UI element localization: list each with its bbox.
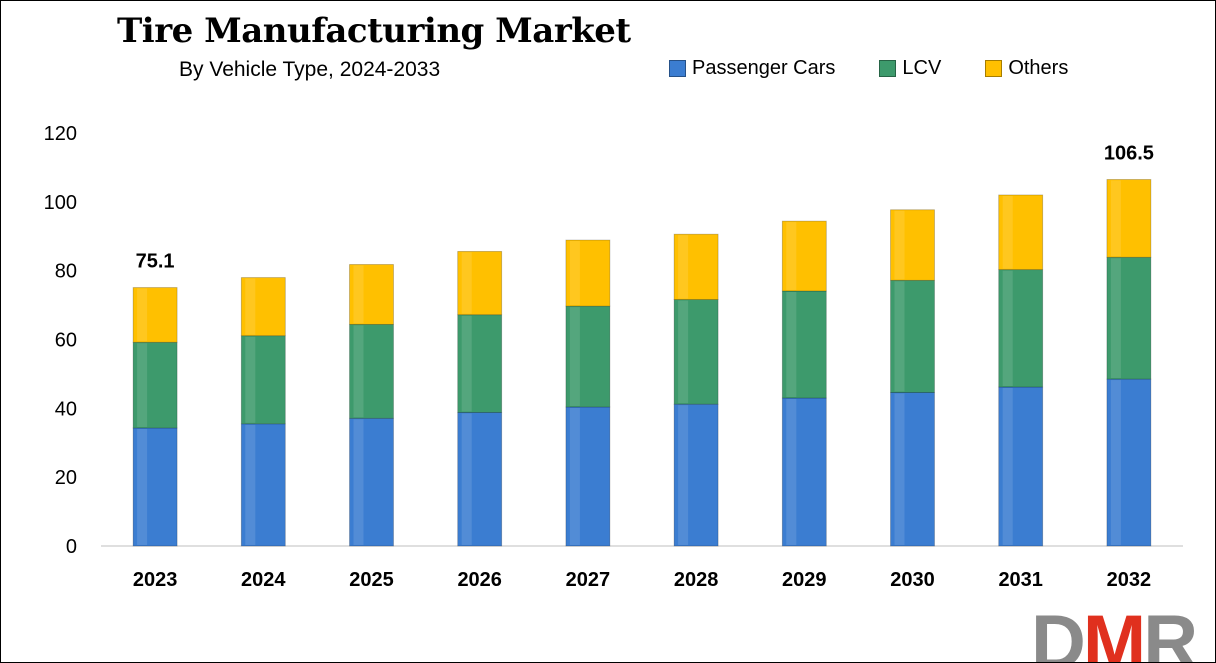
bar-highlight	[353, 419, 364, 545]
y-tick-label: 120	[44, 123, 77, 145]
bar-highlight	[461, 315, 472, 412]
x-tick-label: 2031	[998, 569, 1043, 591]
legend-item-lcv: LCV	[879, 57, 941, 80]
x-tick-label: 2030	[890, 569, 935, 591]
bar-highlight	[678, 235, 689, 299]
legend-swatch-passenger-cars	[669, 60, 686, 77]
logo-letter-d: D	[1031, 600, 1086, 663]
legend-swatch-lcv	[879, 60, 897, 77]
bar-passenger-cars-2030	[890, 392, 935, 547]
y-tick-label: 20	[55, 467, 77, 489]
logo-letter-m: M	[1082, 600, 1146, 663]
bar-lcv-2024	[240, 335, 286, 425]
bar-others-2026	[457, 250, 503, 316]
bar-highlight	[1110, 180, 1121, 257]
bar-highlight	[461, 413, 472, 545]
bar-others-2027	[565, 239, 611, 307]
chart-subtitle: By Vehicle Type, 2024-2033	[179, 58, 441, 81]
x-tick-label: 2026	[457, 569, 502, 591]
x-tick-label: 2027	[566, 569, 611, 591]
bar-others-2031	[998, 194, 1044, 271]
x-tick-label: 2025	[349, 569, 394, 591]
bar-highlight	[678, 405, 689, 545]
bar-highlight	[245, 278, 256, 335]
bar-lcv-2026	[457, 314, 503, 413]
bar-passenger-cars-2023	[132, 427, 178, 547]
bar-others-2028	[673, 233, 719, 300]
bar-highlight	[245, 424, 256, 545]
y-tick-label: 40	[55, 398, 77, 420]
x-tick-label: 2032	[1107, 569, 1152, 591]
bar-highlight	[461, 252, 472, 314]
legend-label-lcv: LCV	[902, 57, 942, 79]
bar-highlight	[786, 291, 797, 398]
x-tick-label: 2028	[674, 569, 719, 591]
bar-highlight	[1110, 380, 1121, 545]
bar-highlight	[786, 399, 797, 545]
logo-letter-r: R	[1143, 600, 1198, 663]
bar-passenger-cars-2027	[565, 406, 611, 547]
y-tick-label: 100	[44, 192, 77, 214]
bar-others-2024	[240, 277, 286, 337]
x-tick-label: 2029	[782, 569, 827, 591]
bar-others-2025	[349, 264, 394, 325]
chart-legend: Passenger Cars LCV Others	[669, 57, 1112, 80]
bar-others-2023	[132, 287, 178, 343]
bar-highlight	[245, 336, 256, 423]
legend-swatch-others	[985, 60, 1003, 77]
bar-passenger-cars-2026	[457, 412, 503, 547]
bar-highlight	[894, 393, 905, 545]
bar-lcv-2031	[998, 269, 1044, 388]
bar-others-2029	[781, 220, 827, 292]
y-tick-label: 0	[66, 536, 77, 558]
bar-highlight	[569, 307, 580, 406]
bar-highlight	[1110, 258, 1121, 379]
bar-passenger-cars-2028	[673, 403, 719, 547]
bar-highlight	[1002, 270, 1013, 386]
bar-lcv-2028	[673, 299, 719, 405]
dmr-logo: DMR	[1031, 599, 1198, 663]
bar-highlight	[353, 265, 364, 324]
bar-lcv-2027	[565, 305, 611, 408]
bar-lcv-2030	[890, 279, 935, 393]
chart-title: Tire Manufacturing Market	[117, 11, 631, 51]
x-tick-label: 2024	[241, 569, 286, 591]
legend-item-passenger-cars: Passenger Cars	[669, 57, 835, 80]
bar-passenger-cars-2025	[349, 417, 394, 547]
bar-highlight	[894, 210, 905, 280]
legend-label-passenger-cars: Passenger Cars	[692, 57, 836, 79]
total-label-2032: 106.5	[1104, 142, 1154, 164]
bar-highlight	[137, 428, 148, 545]
bar-highlight	[1002, 195, 1013, 269]
bar-highlight	[353, 325, 364, 418]
bar-passenger-cars-2031	[998, 386, 1044, 547]
y-tick-label: 80	[55, 261, 77, 283]
bar-others-2030	[890, 209, 935, 281]
bar-highlight	[894, 281, 905, 392]
bar-highlight	[569, 407, 580, 545]
bar-highlight	[1002, 387, 1013, 545]
bar-highlight	[137, 343, 148, 427]
bar-others-2032	[1106, 179, 1152, 258]
legend-label-others: Others	[1008, 57, 1069, 79]
bar-lcv-2029	[781, 290, 827, 399]
bar-passenger-cars-2032	[1106, 378, 1152, 547]
y-tick-label: 60	[55, 330, 77, 352]
bar-lcv-2023	[132, 341, 178, 429]
bar-lcv-2032	[1106, 256, 1152, 380]
bar-highlight	[678, 300, 689, 404]
bar-lcv-2025	[349, 323, 394, 419]
legend-item-others: Others	[985, 57, 1068, 80]
bar-passenger-cars-2029	[781, 397, 827, 547]
total-label-2023: 75.1	[136, 251, 175, 273]
x-tick-label: 2023	[133, 569, 178, 591]
bar-highlight	[786, 222, 797, 290]
bar-highlight	[569, 241, 580, 306]
bar-highlight	[137, 288, 148, 342]
